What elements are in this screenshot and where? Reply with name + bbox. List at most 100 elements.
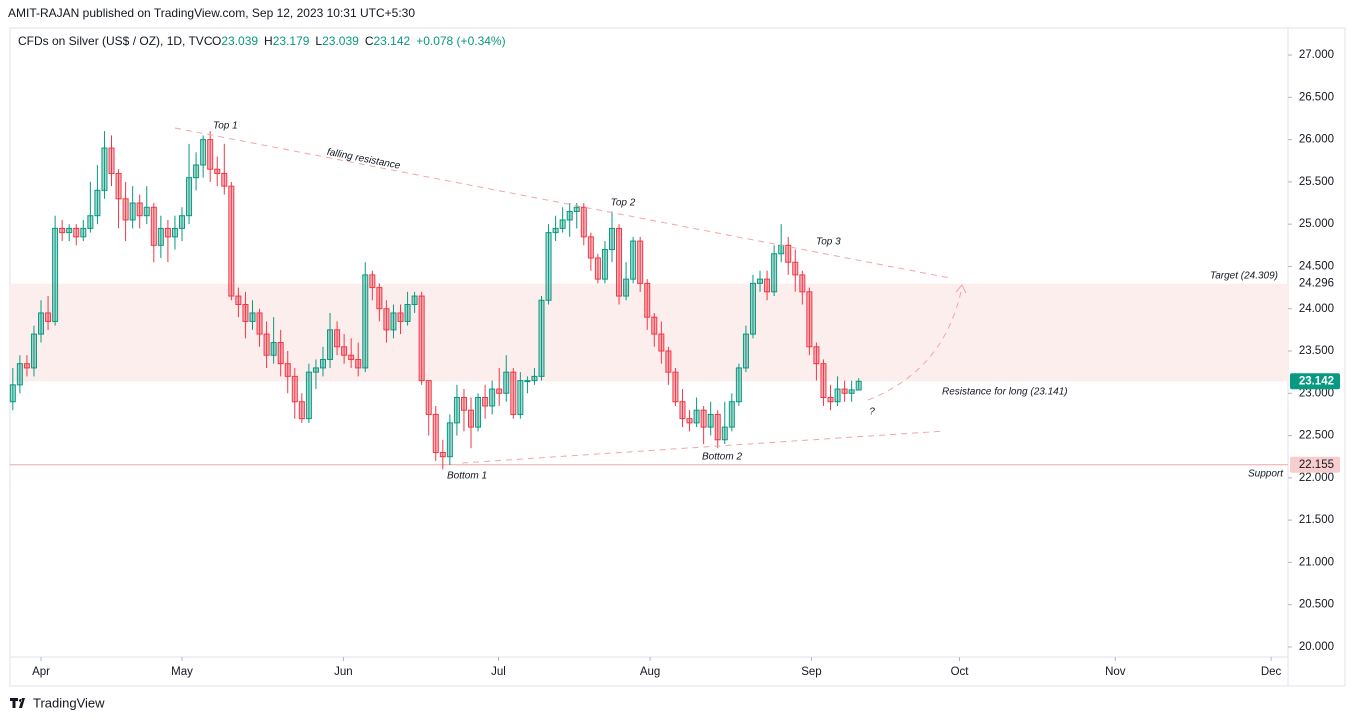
candle-body: [608, 227, 615, 251]
candle-body: [524, 380, 531, 383]
candle: [679, 389, 686, 428]
candle: [87, 181, 94, 233]
candle-body: [651, 316, 658, 335]
candle-body: [52, 227, 59, 322]
candle: [707, 401, 714, 436]
candle-body: [256, 312, 263, 335]
candle: [665, 346, 672, 385]
candle: [249, 300, 256, 330]
candle-body: [545, 232, 552, 301]
x-tick-label: Jul: [491, 666, 506, 678]
candle-body: [742, 333, 749, 369]
candle: [721, 401, 728, 445]
candle: [545, 224, 552, 305]
support-price-label: 22.155: [1299, 459, 1334, 471]
candle-body: [587, 236, 594, 259]
y-tick-label: 23.000: [1299, 387, 1334, 399]
candle-body: [679, 401, 686, 420]
y-tick-label: 27.000: [1299, 49, 1334, 61]
candle: [432, 405, 439, 461]
candle-body: [115, 172, 122, 200]
candle-body: [284, 363, 291, 377]
candle-body: [228, 185, 235, 297]
candle-body: [820, 363, 827, 399]
candle-body: [193, 164, 200, 179]
candle-body: [601, 249, 608, 280]
candle-body: [235, 295, 242, 305]
candle-body: [376, 287, 383, 310]
candle: [785, 236, 792, 275]
candle-body: [319, 358, 326, 369]
candle-body: [312, 367, 319, 373]
candle-body: [489, 388, 496, 407]
y-tick-label: 20.000: [1299, 641, 1334, 653]
candle: [764, 270, 771, 301]
candle-body: [792, 261, 799, 276]
annotation: Resistance for long (23.141): [942, 387, 1068, 398]
candle: [214, 156, 221, 187]
candle: [651, 312, 658, 347]
x-tick-label: Dec: [1261, 666, 1282, 678]
candle: [841, 380, 848, 402]
candle: [735, 363, 742, 406]
candle: [439, 439, 446, 470]
candle: [630, 236, 637, 284]
x-tick-label: Aug: [640, 666, 660, 678]
candle: [263, 321, 270, 368]
candle-body: [270, 342, 277, 356]
candle: [792, 249, 799, 292]
candle-body: [221, 172, 228, 187]
x-tick-label: Nov: [1105, 666, 1126, 678]
annotation: Top 2: [611, 198, 636, 209]
y-tick-label: 22.500: [1299, 430, 1334, 442]
rising-support-line: [461, 430, 946, 464]
candle-body: [834, 388, 841, 403]
candle-body: [848, 389, 855, 394]
candle: [327, 312, 334, 368]
candle: [319, 346, 326, 377]
candle: [425, 380, 432, 436]
candle-body: [411, 295, 418, 305]
candle: [341, 334, 348, 364]
candle: [129, 186, 136, 229]
ohlc-value: 23.039: [221, 34, 258, 48]
candle: [658, 321, 665, 364]
candle-body: [80, 227, 87, 238]
candle-body: [439, 451, 446, 458]
zone-high-label: 24.296: [1299, 278, 1334, 290]
candle-body: [23, 363, 30, 369]
candle: [228, 181, 235, 301]
candle: [23, 355, 30, 377]
candle-body: [813, 346, 820, 365]
candle-body: [348, 354, 355, 360]
candle: [728, 393, 735, 432]
candle: [94, 164, 101, 225]
logo-icon: [10, 698, 25, 708]
candle: [221, 143, 228, 195]
ohlc-value: 23.142: [373, 34, 410, 48]
candle-body: [432, 413, 439, 453]
candle: [355, 342, 362, 377]
resistance-zone: [10, 283, 1288, 382]
candle-body: [594, 257, 601, 280]
candle: [714, 410, 721, 449]
candle-body: [59, 227, 66, 234]
candle: [827, 384, 834, 411]
x-tick-label: Jun: [334, 666, 353, 678]
candle: [608, 211, 615, 263]
candle: [503, 355, 510, 402]
candle: [348, 338, 355, 368]
x-tick-label: Sep: [801, 666, 821, 678]
candle-body: [644, 282, 651, 318]
candle: [496, 367, 503, 406]
candle-body: [735, 367, 742, 403]
candle: [52, 215, 59, 326]
candle: [207, 131, 214, 182]
annotation: Bottom 2: [702, 452, 742, 463]
candle: [524, 376, 531, 394]
candle: [468, 397, 475, 449]
candle-body: [291, 375, 298, 403]
candle-body: [298, 401, 305, 420]
candle-body: [214, 168, 221, 174]
